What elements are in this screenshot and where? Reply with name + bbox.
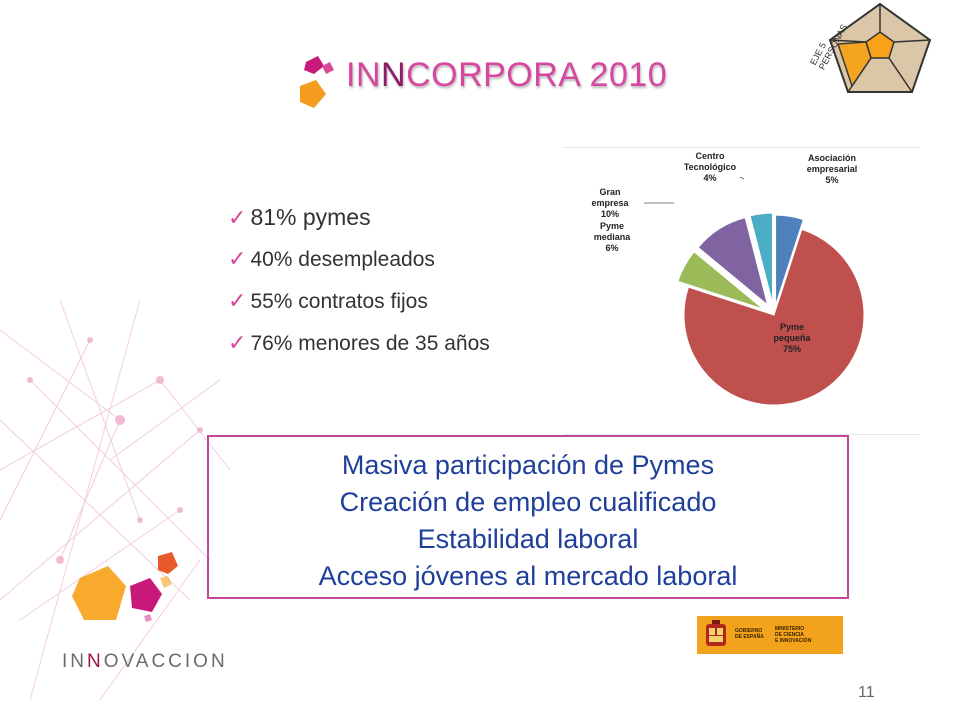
summary-line: Estabilidad laboral <box>417 524 639 554</box>
pie-slice <box>677 251 764 310</box>
pie-slice-label: Centro <box>696 151 726 161</box>
pie-slice-label: 75% <box>783 344 801 354</box>
list-item: ✓ 76% menores de 35 años <box>228 330 490 355</box>
pie-slice-label: pequeña <box>773 333 811 343</box>
pie-slice-label: 5% <box>825 175 838 185</box>
checkmark-icon: ✓ <box>228 246 247 271</box>
pie-slice-label: 4% <box>703 173 716 183</box>
page-number: 11 <box>858 684 875 701</box>
summary-line: Acceso jóvenes al mercado laboral <box>318 561 738 591</box>
pie-slice <box>683 228 865 406</box>
pie-slice-label: empresa <box>591 198 629 208</box>
gov-logo-text: GOBIERNO DE ESPAÑA <box>735 628 764 640</box>
chart-frame <box>564 147 920 435</box>
summary-line: Creación de empleo cualificado <box>339 487 717 517</box>
pie-slice <box>749 212 773 304</box>
pie-slice-label: Asociación <box>808 153 856 163</box>
company-type-pie-chart: Asociaciónempresarial5%Pymepequeña75%Pym… <box>591 151 865 406</box>
pie-slice-label: Tecnológico <box>684 162 737 172</box>
chart-frame-top-line <box>564 147 920 148</box>
ministry-logo-text: MINISTERIO DE CIENCIA E INNOVACIÓN <box>775 626 812 644</box>
checkmark-icon: ✓ <box>228 205 247 230</box>
pentagon-axis-diagram <box>828 2 932 93</box>
key-stats-list: ✓ 81% pymes ✓ 40% desempleados ✓ 55% contra… <box>228 196 490 364</box>
pie-slice-label: 10% <box>601 209 619 219</box>
government-ministry-logo: GOBIERNO DE ESPAÑA MINISTERIO DE CIENCIA… <box>697 616 843 654</box>
pie-slice-label: Gran <box>599 187 620 197</box>
pie-slice <box>697 217 769 307</box>
list-item: ✓ 81% pymes <box>228 204 371 230</box>
pie-slice-label: mediana <box>594 232 632 242</box>
chart-frame-bottom-line <box>564 434 920 435</box>
slide-title: INNCORPORA 2010 <box>346 56 668 94</box>
pie-slice-label: 6% <box>605 243 618 253</box>
checkmark-icon: ✓ <box>228 288 247 313</box>
summary-line: Masiva participación de Pymes <box>341 450 715 480</box>
pie-slice <box>775 214 805 306</box>
list-item: ✓ 40% desempleados <box>228 246 435 271</box>
summary-box: Masiva participación de Pymes Creación d… <box>207 435 849 599</box>
brand-wordmark: INNOVACCION <box>62 651 228 672</box>
checkmark-icon: ✓ <box>228 330 247 355</box>
pie-leader-line <box>739 176 745 180</box>
pie-slice-label: empresarial <box>807 164 858 174</box>
list-item: ✓ 55% contratos fijos <box>228 288 428 313</box>
coat-of-arms-icon <box>706 620 726 646</box>
pie-slice-label: Pyme <box>600 221 624 231</box>
pie-slice-label: Pyme <box>780 322 804 332</box>
innovaccion-logo-shapes <box>72 552 178 622</box>
title-logo-icon <box>300 56 334 108</box>
